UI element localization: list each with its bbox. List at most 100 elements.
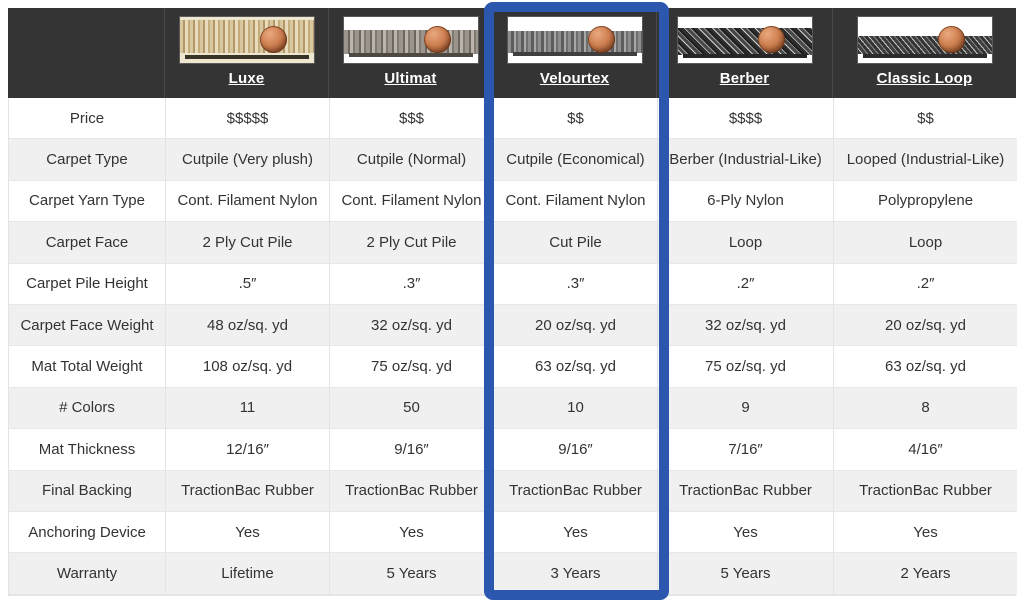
row-label: Price bbox=[9, 98, 165, 140]
value-cell-luxe: Cont. Filament Nylon bbox=[165, 180, 329, 223]
row-label: Carpet Type bbox=[9, 139, 165, 181]
product-swatch-image-berber[interactable] bbox=[677, 17, 812, 63]
value-cell-luxe: $$$$$ bbox=[165, 98, 329, 140]
carpet-backing bbox=[184, 55, 309, 59]
product-header-classic: Classic Loop bbox=[832, 8, 1016, 98]
value-cell-berber: 6-Ply Nylon bbox=[657, 180, 833, 223]
value-cell-velourtex: 9/16″ bbox=[493, 429, 657, 471]
product-comparison-table: Luxe Ultimat Velourtex Berber Classic Loop P… bbox=[8, 8, 1017, 596]
product-name-link[interactable]: Classic Loop bbox=[876, 70, 973, 87]
product-header-luxe: Luxe bbox=[164, 8, 328, 98]
row-label: Warranty bbox=[9, 553, 165, 595]
penny-scale-icon bbox=[757, 26, 785, 53]
carpet-backing bbox=[682, 54, 807, 58]
carpet-cross-section bbox=[343, 30, 478, 54]
value-cell-classic: .2″ bbox=[833, 263, 1017, 305]
value-cell-velourtex: 63 oz/sq. yd bbox=[493, 346, 657, 388]
value-cell-velourtex: Cut Pile bbox=[493, 222, 657, 264]
value-cell-velourtex: Cutpile (Economical) bbox=[493, 139, 657, 181]
value-cell-ultimat: 50 bbox=[329, 387, 493, 430]
table-row: # Colors 11 50 10 9 8 bbox=[9, 387, 1017, 430]
penny-scale-icon bbox=[587, 26, 615, 53]
value-cell-classic: TractionBac Rubber bbox=[833, 470, 1017, 512]
value-cell-berber: .2″ bbox=[657, 263, 833, 305]
value-cell-ultimat: Yes bbox=[329, 511, 493, 554]
value-cell-luxe: 2 Ply Cut Pile bbox=[165, 222, 329, 264]
value-cell-berber: Berber (Industrial-Like) bbox=[657, 139, 833, 181]
table-body: Price $$$$$ $$$ $$ $$$$ $$ Carpet Type Cutpile … bbox=[8, 98, 1017, 596]
table-row: Carpet Type Cutpile (Very plush) Cutpile (… bbox=[9, 139, 1017, 181]
table-row: Price $$$$$ $$$ $$ $$$$ $$ bbox=[9, 98, 1017, 140]
row-label: Carpet Face Weight bbox=[9, 304, 165, 347]
penny-scale-icon bbox=[259, 26, 287, 53]
value-cell-ultimat: $$$ bbox=[329, 98, 493, 140]
value-cell-ultimat: 2 Ply Cut Pile bbox=[329, 222, 493, 264]
value-cell-classic: 8 bbox=[833, 387, 1017, 430]
value-cell-ultimat: Cont. Filament Nylon bbox=[329, 180, 493, 223]
value-cell-ultimat: 75 oz/sq. yd bbox=[329, 346, 493, 388]
product-swatch-image-ultimat[interactable] bbox=[343, 17, 478, 63]
value-cell-classic: 20 oz/sq. yd bbox=[833, 304, 1017, 347]
table-row: Mat Thickness 12/16″ 9/16″ 9/16″ 7/16″ 4/16″ bbox=[9, 429, 1017, 471]
value-cell-berber: 7/16″ bbox=[657, 429, 833, 471]
penny-scale-icon bbox=[423, 26, 451, 53]
value-cell-luxe: Yes bbox=[165, 511, 329, 554]
value-cell-luxe: Cutpile (Very plush) bbox=[165, 139, 329, 181]
product-swatch-image-luxe[interactable] bbox=[179, 17, 314, 63]
row-label: # Colors bbox=[9, 387, 165, 430]
table-row: Anchoring Device Yes Yes Yes Yes Yes bbox=[9, 511, 1017, 554]
product-header-velourtex: Velourtex bbox=[492, 8, 656, 98]
product-name-link[interactable]: Luxe bbox=[228, 70, 265, 87]
row-label: Mat Total Weight bbox=[9, 346, 165, 388]
product-name-link[interactable]: Ultimat bbox=[384, 70, 437, 87]
value-cell-classic: 4/16″ bbox=[833, 429, 1017, 471]
carpet-backing bbox=[348, 53, 473, 57]
value-cell-ultimat: 9/16″ bbox=[329, 429, 493, 471]
value-cell-berber: $$$$ bbox=[657, 98, 833, 140]
carpet-backing bbox=[862, 54, 987, 58]
value-cell-berber: 32 oz/sq. yd bbox=[657, 304, 833, 347]
table-row: Final Backing TractionBac Rubber TractionB… bbox=[9, 470, 1017, 512]
value-cell-luxe: 108 oz/sq. yd bbox=[165, 346, 329, 388]
value-cell-velourtex: .3″ bbox=[493, 263, 657, 305]
row-label: Final Backing bbox=[9, 470, 165, 512]
value-cell-luxe: Lifetime bbox=[165, 553, 329, 595]
value-cell-classic: Looped (Industrial-Like) bbox=[833, 139, 1017, 181]
value-cell-velourtex: $$ bbox=[493, 98, 657, 140]
row-label: Anchoring Device bbox=[9, 511, 165, 554]
value-cell-classic: $$ bbox=[833, 98, 1017, 140]
penny-scale-icon bbox=[937, 26, 965, 53]
value-cell-berber: Yes bbox=[657, 511, 833, 554]
table-header-row: Luxe Ultimat Velourtex Berber Classic Loop bbox=[8, 8, 1016, 98]
value-cell-luxe: 48 oz/sq. yd bbox=[165, 304, 329, 347]
carpet-cross-section bbox=[507, 31, 642, 53]
row-label: Carpet Pile Height bbox=[9, 263, 165, 305]
value-cell-ultimat: 5 Years bbox=[329, 553, 493, 595]
product-name-link[interactable]: Berber bbox=[719, 70, 770, 87]
table-row: Carpet Pile Height .5″ .3″ .3″ .2″ .2″ bbox=[9, 263, 1017, 305]
value-cell-luxe: .5″ bbox=[165, 263, 329, 305]
table-row: Carpet Yarn Type Cont. Filament Nylon Cont… bbox=[9, 180, 1017, 223]
value-cell-ultimat: 32 oz/sq. yd bbox=[329, 304, 493, 347]
carpet-cross-section bbox=[677, 28, 812, 55]
table-row: Carpet Face 2 Ply Cut Pile 2 Ply Cut Pile C… bbox=[9, 222, 1017, 264]
value-cell-berber: 75 oz/sq. yd bbox=[657, 346, 833, 388]
value-cell-ultimat: Cutpile (Normal) bbox=[329, 139, 493, 181]
product-swatch-image-classic[interactable] bbox=[857, 17, 992, 63]
carpet-cross-section bbox=[179, 20, 314, 53]
value-cell-berber: Loop bbox=[657, 222, 833, 264]
product-name-link[interactable]: Velourtex bbox=[539, 70, 610, 87]
product-swatch-image-velourtex[interactable] bbox=[507, 17, 642, 63]
value-cell-velourtex: 20 oz/sq. yd bbox=[493, 304, 657, 347]
header-corner-cell bbox=[8, 8, 164, 98]
value-cell-ultimat: .3″ bbox=[329, 263, 493, 305]
row-label: Carpet Yarn Type bbox=[9, 180, 165, 223]
value-cell-velourtex: Cont. Filament Nylon bbox=[493, 180, 657, 223]
value-cell-luxe: 11 bbox=[165, 387, 329, 430]
value-cell-luxe: 12/16″ bbox=[165, 429, 329, 471]
value-cell-velourtex: Yes bbox=[493, 511, 657, 554]
row-label: Carpet Face bbox=[9, 222, 165, 264]
table-row: Mat Total Weight 108 oz/sq. yd 75 oz/sq. y… bbox=[9, 346, 1017, 388]
value-cell-classic: 2 Years bbox=[833, 553, 1017, 595]
value-cell-berber: TractionBac Rubber bbox=[657, 470, 833, 512]
